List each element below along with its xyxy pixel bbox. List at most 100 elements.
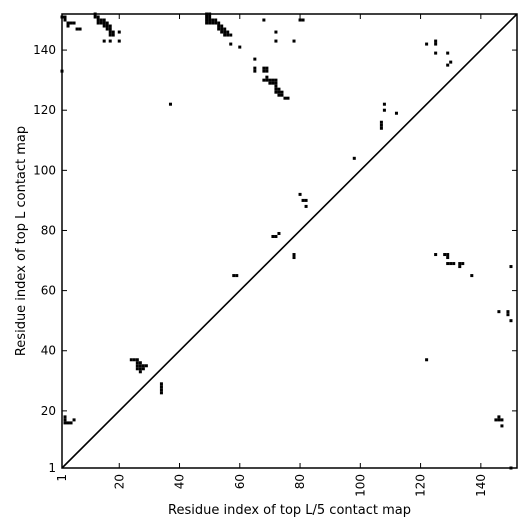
contact-point <box>461 262 465 266</box>
contact-point <box>208 18 212 22</box>
contact-point <box>229 33 233 37</box>
contact-point <box>274 39 278 43</box>
contact-point <box>283 96 287 100</box>
contact-point <box>117 30 121 34</box>
x-tick-label: 80 <box>293 474 307 489</box>
contact-point <box>500 424 504 428</box>
contact-point <box>268 78 272 82</box>
contact-point <box>75 27 79 31</box>
contact-point <box>108 33 112 37</box>
plot-area <box>60 12 518 470</box>
contact-point <box>262 78 266 82</box>
contact-point <box>223 27 227 31</box>
contact-point <box>301 198 305 202</box>
contact-point <box>217 21 221 25</box>
contact-point <box>253 66 257 70</box>
contact-point <box>446 51 450 55</box>
x-tick-label: 40 <box>173 474 187 489</box>
contact-point <box>268 81 272 85</box>
contact-point <box>105 21 109 25</box>
contact-point <box>238 45 242 49</box>
x-tick-label: 100 <box>353 474 367 497</box>
contact-point <box>434 253 438 257</box>
y-tick-label: 20 <box>41 404 56 418</box>
contact-point <box>138 361 142 365</box>
contact-point <box>494 418 498 422</box>
contact-point <box>111 30 115 34</box>
contact-point <box>135 367 139 371</box>
contact-point <box>138 364 142 368</box>
contact-point <box>262 69 266 73</box>
contact-point <box>63 18 67 22</box>
contact-point <box>214 18 218 22</box>
contact-point <box>217 24 221 28</box>
contact-point <box>108 39 112 43</box>
contact-point <box>69 421 73 425</box>
x-tick-label: 20 <box>112 474 126 489</box>
contact-point <box>301 18 305 22</box>
contact-point <box>265 78 269 82</box>
contact-point <box>379 123 383 127</box>
contact-point <box>226 33 230 37</box>
contact-point <box>497 310 501 314</box>
contact-point <box>72 418 76 422</box>
contact-point <box>102 18 106 22</box>
contact-point <box>446 262 450 266</box>
contact-point <box>277 93 281 97</box>
contact-point <box>159 382 163 386</box>
x-tick-label: 1 <box>55 474 69 482</box>
contact-point <box>265 69 269 73</box>
contact-point <box>271 234 275 238</box>
contact-point <box>292 39 296 43</box>
contact-point <box>96 18 100 22</box>
contact-point <box>425 42 429 46</box>
contact-point <box>509 319 513 323</box>
contact-point <box>111 33 115 37</box>
contact-point <box>102 24 106 28</box>
contact-point <box>425 358 429 362</box>
y-tick-label: 60 <box>41 284 56 298</box>
contact-point <box>379 126 383 130</box>
contact-point <box>208 15 212 19</box>
contact-point <box>220 27 224 31</box>
contact-point <box>500 418 504 422</box>
contact-point <box>159 391 163 395</box>
contact-point <box>205 21 209 25</box>
contact-point <box>66 421 70 425</box>
contact-point <box>446 253 450 257</box>
y-tick-label: 120 <box>33 103 56 117</box>
contact-point <box>434 51 438 55</box>
contact-point <box>394 111 398 115</box>
contact-point <box>497 418 501 422</box>
contact-point <box>458 262 462 266</box>
contact-point <box>144 364 148 368</box>
y-tick-label: 80 <box>41 223 56 237</box>
contact-point <box>506 310 510 314</box>
contact-point <box>135 361 139 365</box>
contact-point <box>382 108 386 112</box>
contact-point <box>379 120 383 124</box>
contact-point <box>141 367 145 371</box>
contact-point <box>226 30 230 34</box>
contact-point <box>211 18 215 22</box>
contact-point <box>159 385 163 389</box>
contact-point <box>78 27 82 31</box>
y-tick-label: 1 <box>48 461 56 475</box>
contact-point <box>205 18 209 22</box>
contact-point <box>99 21 103 25</box>
x-tick-label: 140 <box>474 474 488 497</box>
contact-point <box>63 415 67 419</box>
contact-point <box>449 60 453 64</box>
contact-point <box>274 234 278 238</box>
contact-point <box>271 78 275 82</box>
contact-point <box>434 42 438 46</box>
contact-point <box>382 102 386 106</box>
contact-point <box>271 81 275 85</box>
contact-point <box>132 358 136 362</box>
contact-point <box>235 274 239 278</box>
contact-point <box>138 370 142 374</box>
contact-point <box>168 102 172 106</box>
contact-point <box>72 21 76 25</box>
